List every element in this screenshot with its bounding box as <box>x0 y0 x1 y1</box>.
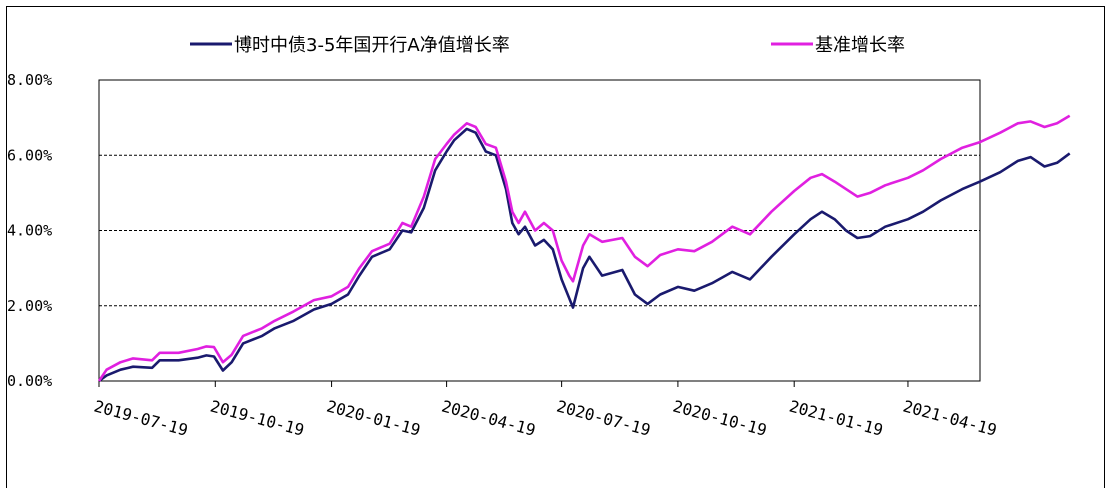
legend-label-series-2: 基准增长率 <box>815 35 905 56</box>
y-tick-label: 0.00% <box>7 372 52 390</box>
x-tick-label: 2020-04-19 <box>440 397 538 440</box>
x-tick-label: 2019-10-19 <box>208 397 306 440</box>
x-tick-label: 2021-01-19 <box>787 397 885 440</box>
series-line-1 <box>98 127 1071 383</box>
x-tick-label: 2020-07-19 <box>555 397 653 440</box>
series-line-2 <box>97 114 1071 382</box>
y-tick-label: 8.00% <box>7 71 52 89</box>
legend-label-series-1: 博时中债3-5年国开行A净值增长率 <box>234 35 510 56</box>
y-tick-label: 2.00% <box>7 297 52 315</box>
y-tick-label: 6.00% <box>7 146 52 164</box>
x-tick-label: 2019-07-19 <box>92 397 190 440</box>
legend: 博时中债3-5年国开行A净值增长率 基准增长率 <box>190 35 905 56</box>
x-tick-label: 2021-04-19 <box>901 397 999 440</box>
x-tick-label: 2020-10-19 <box>671 397 769 440</box>
y-tick-label: 4.00% <box>7 222 52 240</box>
x-tick-label: 2020-01-19 <box>325 397 423 440</box>
